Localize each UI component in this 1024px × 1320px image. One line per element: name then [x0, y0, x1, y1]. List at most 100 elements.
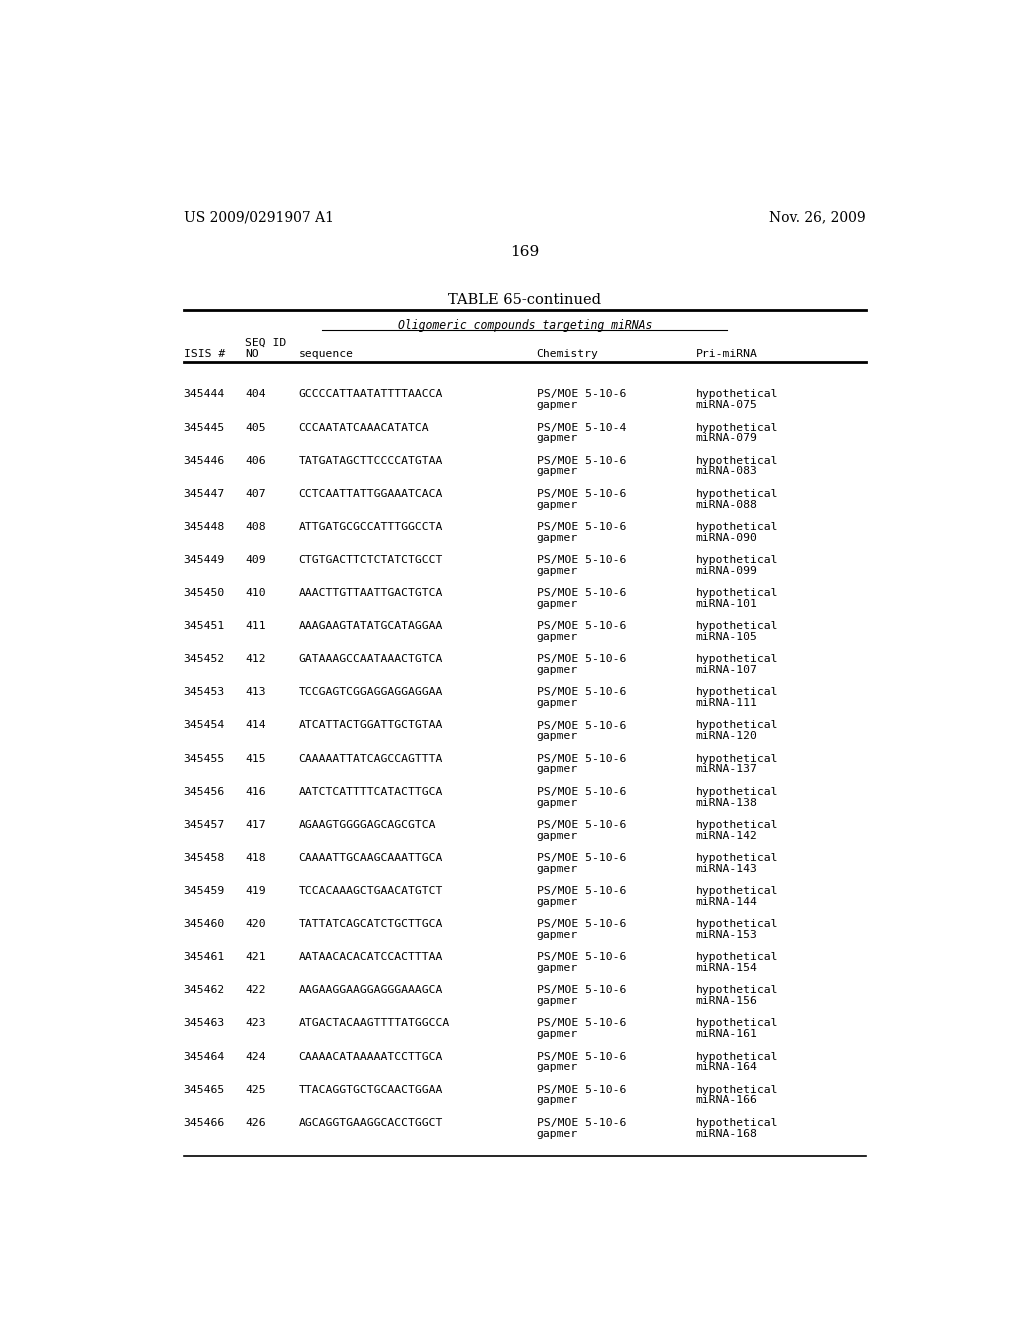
Text: miRNA-161: miRNA-161 — [695, 1030, 758, 1039]
Text: gapmer: gapmer — [537, 731, 578, 742]
Text: 345448: 345448 — [183, 521, 225, 532]
Text: 413: 413 — [246, 688, 266, 697]
Text: hypothetical: hypothetical — [695, 389, 778, 400]
Text: CCTCAATTATTGGAAATCACA: CCTCAATTATTGGAAATCACA — [299, 488, 443, 499]
Text: PS/MOE 5-10-6: PS/MOE 5-10-6 — [537, 389, 626, 400]
Text: 426: 426 — [246, 1118, 266, 1127]
Text: 345466: 345466 — [183, 1118, 225, 1127]
Text: PS/MOE 5-10-6: PS/MOE 5-10-6 — [537, 455, 626, 466]
Text: 345461: 345461 — [183, 952, 225, 962]
Text: 345460: 345460 — [183, 919, 225, 929]
Text: AAGAAGGAAGGAGGGAAAGCA: AAGAAGGAAGGAGGGAAAGCA — [299, 985, 443, 995]
Text: CTGTGACTTCTCTATCTGCCT: CTGTGACTTCTCTATCTGCCT — [299, 554, 443, 565]
Text: gapmer: gapmer — [537, 764, 578, 775]
Text: miRNA-099: miRNA-099 — [695, 566, 758, 576]
Text: 407: 407 — [246, 488, 266, 499]
Text: miRNA-138: miRNA-138 — [695, 797, 758, 808]
Text: 418: 418 — [246, 853, 266, 863]
Text: 409: 409 — [246, 554, 266, 565]
Text: miRNA-107: miRNA-107 — [695, 665, 758, 675]
Text: ISIS #: ISIS # — [183, 348, 225, 359]
Text: 425: 425 — [246, 1085, 266, 1094]
Text: hypothetical: hypothetical — [695, 521, 778, 532]
Text: hypothetical: hypothetical — [695, 589, 778, 598]
Text: PS/MOE 5-10-6: PS/MOE 5-10-6 — [537, 622, 626, 631]
Text: CAAAACATAAAAATCCTTGCA: CAAAACATAAAAATCCTTGCA — [299, 1052, 443, 1061]
Text: 345454: 345454 — [183, 721, 225, 730]
Text: miRNA-153: miRNA-153 — [695, 929, 758, 940]
Text: hypothetical: hypothetical — [695, 985, 778, 995]
Text: miRNA-120: miRNA-120 — [695, 731, 758, 742]
Text: gapmer: gapmer — [537, 997, 578, 1006]
Text: PS/MOE 5-10-6: PS/MOE 5-10-6 — [537, 521, 626, 532]
Text: Oligomeric compounds targeting miRNAs: Oligomeric compounds targeting miRNAs — [397, 318, 652, 331]
Text: hypothetical: hypothetical — [695, 721, 778, 730]
Text: PS/MOE 5-10-6: PS/MOE 5-10-6 — [537, 1052, 626, 1061]
Text: gapmer: gapmer — [537, 632, 578, 642]
Text: gapmer: gapmer — [537, 499, 578, 510]
Text: gapmer: gapmer — [537, 599, 578, 609]
Text: 345463: 345463 — [183, 1019, 225, 1028]
Text: PS/MOE 5-10-6: PS/MOE 5-10-6 — [537, 985, 626, 995]
Text: miRNA-154: miRNA-154 — [695, 964, 758, 973]
Text: PS/MOE 5-10-6: PS/MOE 5-10-6 — [537, 589, 626, 598]
Text: hypothetical: hypothetical — [695, 422, 778, 433]
Text: miRNA-090: miRNA-090 — [695, 533, 758, 543]
Text: 415: 415 — [246, 754, 266, 763]
Text: hypothetical: hypothetical — [695, 1118, 778, 1127]
Text: 345449: 345449 — [183, 554, 225, 565]
Text: hypothetical: hypothetical — [695, 1052, 778, 1061]
Text: TATTATCAGCATCTGCTTGCA: TATTATCAGCATCTGCTTGCA — [299, 919, 443, 929]
Text: AATCTCATTTTCATACTTGCA: AATCTCATTTTCATACTTGCA — [299, 787, 443, 797]
Text: hypothetical: hypothetical — [695, 820, 778, 830]
Text: miRNA-168: miRNA-168 — [695, 1129, 758, 1139]
Text: 417: 417 — [246, 820, 266, 830]
Text: gapmer: gapmer — [537, 466, 578, 477]
Text: 345465: 345465 — [183, 1085, 225, 1094]
Text: miRNA-079: miRNA-079 — [695, 433, 758, 444]
Text: hypothetical: hypothetical — [695, 919, 778, 929]
Text: PS/MOE 5-10-6: PS/MOE 5-10-6 — [537, 919, 626, 929]
Text: 345453: 345453 — [183, 688, 225, 697]
Text: AAACTTGTTAATTGACTGTCA: AAACTTGTTAATTGACTGTCA — [299, 589, 443, 598]
Text: SEQ ID: SEQ ID — [246, 338, 287, 347]
Text: hypothetical: hypothetical — [695, 688, 778, 697]
Text: 421: 421 — [246, 952, 266, 962]
Text: 345452: 345452 — [183, 655, 225, 664]
Text: 404: 404 — [246, 389, 266, 400]
Text: hypothetical: hypothetical — [695, 655, 778, 664]
Text: gapmer: gapmer — [537, 1096, 578, 1105]
Text: PS/MOE 5-10-6: PS/MOE 5-10-6 — [537, 721, 626, 730]
Text: gapmer: gapmer — [537, 1129, 578, 1139]
Text: PS/MOE 5-10-6: PS/MOE 5-10-6 — [537, 853, 626, 863]
Text: PS/MOE 5-10-6: PS/MOE 5-10-6 — [537, 688, 626, 697]
Text: TTACAGGTGCTGCAACTGGAA: TTACAGGTGCTGCAACTGGAA — [299, 1085, 443, 1094]
Text: gapmer: gapmer — [537, 830, 578, 841]
Text: 414: 414 — [246, 721, 266, 730]
Text: 345459: 345459 — [183, 886, 225, 896]
Text: PS/MOE 5-10-6: PS/MOE 5-10-6 — [537, 754, 626, 763]
Text: ATGACTACAAGTTTTATGGCCA: ATGACTACAAGTTTTATGGCCA — [299, 1019, 450, 1028]
Text: miRNA-142: miRNA-142 — [695, 830, 758, 841]
Text: 420: 420 — [246, 919, 266, 929]
Text: miRNA-101: miRNA-101 — [695, 599, 758, 609]
Text: hypothetical: hypothetical — [695, 622, 778, 631]
Text: gapmer: gapmer — [537, 1030, 578, 1039]
Text: miRNA-105: miRNA-105 — [695, 632, 758, 642]
Text: 423: 423 — [246, 1019, 266, 1028]
Text: AAAGAAGTATATGCATAGGAA: AAAGAAGTATATGCATAGGAA — [299, 622, 443, 631]
Text: CAAAATTGCAAGCAAATTGCA: CAAAATTGCAAGCAAATTGCA — [299, 853, 443, 863]
Text: gapmer: gapmer — [537, 929, 578, 940]
Text: hypothetical: hypothetical — [695, 886, 778, 896]
Text: 345457: 345457 — [183, 820, 225, 830]
Text: Chemistry: Chemistry — [537, 348, 599, 359]
Text: hypothetical: hypothetical — [695, 952, 778, 962]
Text: TCCGAGTCGGAGGAGGAGGAA: TCCGAGTCGGAGGAGGAGGAA — [299, 688, 443, 697]
Text: miRNA-088: miRNA-088 — [695, 499, 758, 510]
Text: 345456: 345456 — [183, 787, 225, 797]
Text: hypothetical: hypothetical — [695, 455, 778, 466]
Text: ATTGATGCGCCATTTGGCCTA: ATTGATGCGCCATTTGGCCTA — [299, 521, 443, 532]
Text: 345450: 345450 — [183, 589, 225, 598]
Text: gapmer: gapmer — [537, 896, 578, 907]
Text: miRNA-166: miRNA-166 — [695, 1096, 758, 1105]
